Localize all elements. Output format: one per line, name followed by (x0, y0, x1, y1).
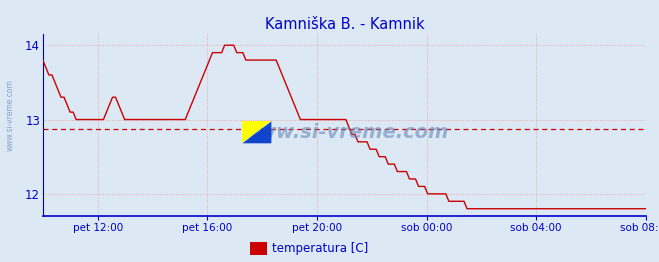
Title: Kamniška B. - Kamnik: Kamniška B. - Kamnik (264, 17, 424, 31)
Text: www.si-vreme.com: www.si-vreme.com (240, 123, 449, 142)
Polygon shape (243, 122, 272, 143)
Polygon shape (243, 122, 272, 143)
Text: temperatura [C]: temperatura [C] (272, 242, 368, 255)
Text: www.si-vreme.com: www.si-vreme.com (5, 79, 14, 151)
